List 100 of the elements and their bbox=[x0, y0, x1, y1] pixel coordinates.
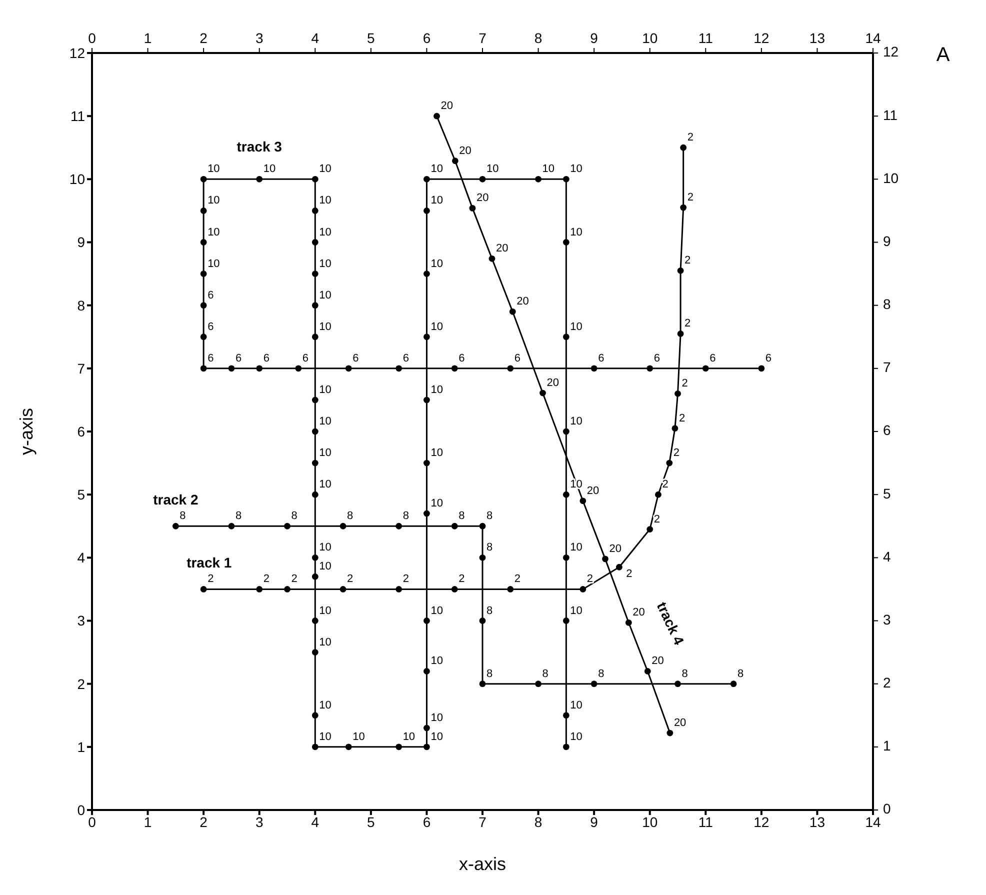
annotation: 6 bbox=[263, 352, 270, 364]
annotation: 10 bbox=[319, 416, 332, 428]
annotation: 10 bbox=[319, 542, 332, 554]
point bbox=[424, 270, 430, 277]
point bbox=[200, 365, 207, 372]
annotation: 10 bbox=[430, 258, 443, 270]
point bbox=[424, 176, 430, 182]
x-tick-label: 3 bbox=[255, 814, 264, 830]
point bbox=[284, 522, 290, 530]
annotation: 8 bbox=[486, 542, 493, 554]
x2-tick-label: 12 bbox=[754, 30, 770, 46]
point bbox=[434, 112, 440, 120]
annotation: 10 bbox=[319, 447, 332, 460]
point bbox=[228, 365, 235, 372]
annotation: track 1 bbox=[186, 554, 232, 571]
point bbox=[672, 425, 678, 432]
y2-tick-label: 9 bbox=[883, 232, 891, 249]
point bbox=[312, 618, 318, 624]
point bbox=[562, 334, 570, 340]
point bbox=[507, 586, 514, 592]
y2-tick-label: 2 bbox=[883, 674, 891, 691]
x2-tick-label: 1 bbox=[144, 30, 152, 46]
annotation: 8 bbox=[486, 668, 493, 680]
point bbox=[200, 176, 207, 182]
annotation: 8 bbox=[486, 510, 493, 522]
y2-tick-label: 10 bbox=[883, 170, 899, 186]
annotation: 2 bbox=[673, 447, 680, 460]
annotation: 2 bbox=[263, 573, 270, 586]
point bbox=[312, 270, 318, 277]
annotation: 10 bbox=[486, 163, 499, 176]
x2-tick-label: 6 bbox=[422, 30, 431, 46]
annotation: 10 bbox=[570, 699, 582, 712]
annotation: 2 bbox=[458, 573, 465, 586]
annotation: 20 bbox=[546, 377, 559, 390]
point bbox=[312, 428, 318, 435]
y-tick-label: 1 bbox=[77, 738, 86, 755]
annotation: 10 bbox=[430, 730, 443, 743]
point bbox=[677, 267, 684, 274]
annotation: 10 bbox=[430, 604, 443, 617]
x2-tick-label: 10 bbox=[642, 30, 658, 46]
annotation: 2 bbox=[678, 412, 686, 424]
annotation: 8 bbox=[180, 510, 186, 522]
point bbox=[312, 396, 318, 404]
annotation: 10 bbox=[570, 416, 582, 428]
annotation: 6 bbox=[710, 352, 716, 364]
point bbox=[396, 586, 402, 592]
y2-tick-label: 11 bbox=[883, 106, 898, 123]
point bbox=[535, 680, 542, 688]
y-tick-label: 4 bbox=[77, 550, 86, 566]
point bbox=[562, 744, 570, 750]
point bbox=[312, 712, 318, 719]
annotation: 10 bbox=[430, 498, 443, 510]
y-tick-label: 5 bbox=[77, 486, 86, 503]
annotation: 8 bbox=[598, 668, 604, 680]
annotation: 10 bbox=[208, 226, 220, 238]
point bbox=[424, 618, 430, 624]
y-tick-label: 8 bbox=[77, 297, 86, 314]
point bbox=[396, 522, 402, 530]
annotation: 20 bbox=[496, 242, 508, 255]
x-tick-label: 9 bbox=[590, 814, 598, 830]
point bbox=[312, 649, 318, 656]
annotation: 8 bbox=[738, 668, 744, 680]
point bbox=[702, 365, 709, 372]
annotation: track 2 bbox=[153, 492, 198, 508]
y-tick-label: 2 bbox=[77, 676, 86, 692]
y2-tick-label: 8 bbox=[883, 296, 891, 312]
point bbox=[424, 510, 430, 517]
point bbox=[680, 204, 687, 211]
x-tick-label: 1 bbox=[144, 814, 152, 830]
x2-tick-label: 2 bbox=[200, 30, 208, 46]
point bbox=[295, 365, 302, 372]
annotation: 2 bbox=[682, 378, 688, 390]
point bbox=[200, 270, 207, 277]
point bbox=[312, 176, 318, 182]
text: A bbox=[936, 44, 950, 66]
point bbox=[644, 668, 651, 674]
y-tick-label: 10 bbox=[69, 171, 86, 188]
annotation: 10 bbox=[570, 604, 582, 617]
y-tick-label: 9 bbox=[77, 234, 86, 250]
x2-tick-label: 11 bbox=[698, 30, 714, 46]
annotation: 20 bbox=[476, 192, 489, 204]
annotation: 10 bbox=[208, 194, 220, 207]
x-tick-label: 5 bbox=[367, 814, 376, 830]
point bbox=[200, 208, 207, 214]
annotation: 10 bbox=[319, 560, 332, 573]
annotation: 20 bbox=[652, 655, 664, 668]
annotation: 10 bbox=[319, 163, 332, 176]
x-tick-label: 8 bbox=[534, 814, 542, 830]
annotation: 8 bbox=[347, 510, 354, 522]
point bbox=[228, 522, 235, 530]
point bbox=[256, 176, 263, 182]
annotation: 10 bbox=[430, 712, 443, 724]
annotation: track 3 bbox=[236, 138, 282, 154]
annotation: 10 bbox=[319, 730, 332, 743]
point bbox=[451, 586, 458, 592]
annotation: 10 bbox=[319, 636, 332, 648]
annotation: 10 bbox=[319, 226, 332, 238]
point bbox=[562, 618, 570, 624]
annotation: 6 bbox=[598, 352, 604, 364]
annotation: 8 bbox=[458, 510, 465, 522]
